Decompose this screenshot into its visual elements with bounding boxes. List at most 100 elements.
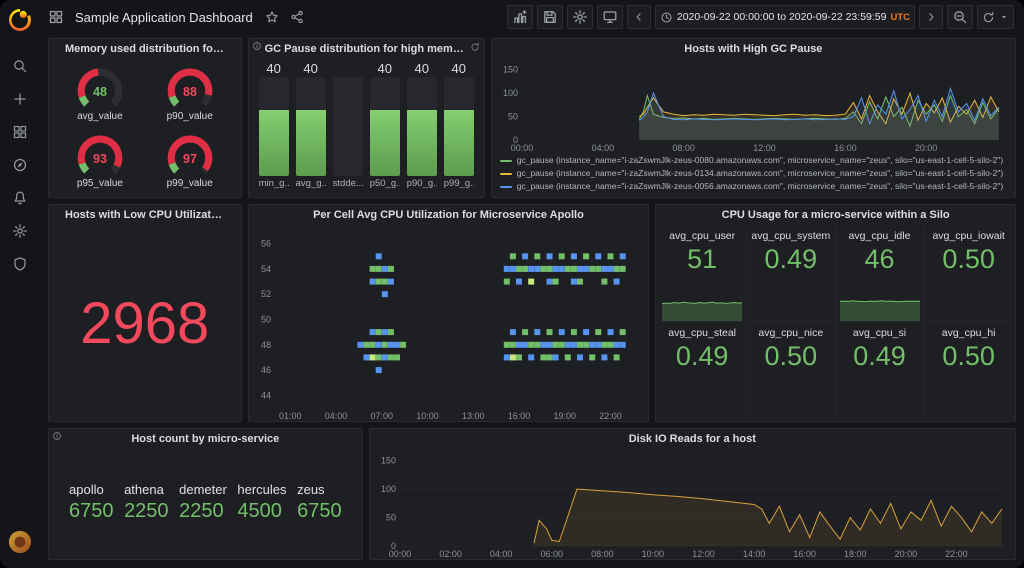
bar-track (406, 77, 437, 176)
view-mode-button[interactable] (596, 5, 623, 29)
svg-text:10:00: 10:00 (416, 411, 439, 421)
gauge-title: avg_value (77, 110, 123, 122)
refresh-button[interactable] (977, 5, 1014, 29)
bar-value: 40 (266, 61, 281, 76)
host-apollo: apollo 6750 (69, 482, 114, 523)
header-actions: 2020-09-22 00:00:00 to 2020-09-22 23:59:… (506, 5, 1014, 29)
panel-title[interactable]: Host count by micro-service (131, 433, 280, 445)
host-name: zeus (297, 481, 325, 497)
dashboard-settings-button[interactable] (566, 5, 593, 29)
stat-value: 2968 (80, 290, 210, 356)
svg-text:22:00: 22:00 (945, 549, 968, 559)
stat-avg_cpu_system: avg_cpu_system 0.49 (746, 225, 836, 322)
svg-text:50: 50 (508, 112, 518, 122)
svg-text:01:00: 01:00 (279, 411, 302, 421)
stat-avg_cpu_hi: avg_cpu_hi 0.50 (924, 322, 1013, 419)
svg-text:00:00: 00:00 (388, 549, 411, 559)
bar-min_g...: 40 min_g... (258, 61, 289, 192)
bar-avg_g...: 40 avg_g... (295, 61, 326, 192)
legend-item[interactable]: gc_pause (instance_name="i-zaZswmJlk-zeu… (499, 154, 1007, 167)
disk-io-chart[interactable]: 0 50 100 150 00:00 02:00 04:00 06:00 08:00 10:00 1… (370, 449, 1015, 559)
bar-title: p90_g... (406, 178, 437, 189)
bar-p99_g...: 40 p99_g... (443, 61, 474, 192)
time-shift-back-button[interactable] (626, 5, 651, 29)
bar-fill (406, 110, 437, 176)
bar-value: 40 (303, 61, 318, 76)
stat-label: avg_cpu_user (669, 230, 736, 242)
panel-info-icon[interactable] (52, 431, 62, 441)
sidebar-item-alerting[interactable] (0, 181, 40, 214)
panel-info-icon[interactable] (252, 41, 262, 51)
bar-title: stdde... (332, 178, 363, 189)
legend-series-label: gc_pause (instance_name="i-zaZswmJlk-zeu… (516, 168, 1004, 178)
stat-label: avg_cpu_hi (941, 327, 996, 339)
sidebar-bottom (0, 525, 40, 558)
panel-gc-pause-distribution: GC Pause distribution for high memory ut… (247, 38, 485, 198)
svg-text:18:00: 18:00 (844, 549, 867, 559)
panel-title[interactable]: Disk IO Reads for a host (628, 433, 756, 445)
stat-label: avg_cpu_nice (758, 327, 824, 339)
panel-hosts-high-gc-pause: Hosts with High GC Pause 0 50 100 150 00:00 0… (490, 38, 1016, 198)
panel-title[interactable]: Memory used distribution for a Micro-ser… (65, 43, 241, 55)
panel-title[interactable]: GC Pause distribution for high memory ut… (264, 43, 484, 55)
time-range-picker[interactable]: 2020-09-22 00:00:00 to 2020-09-22 23:59:… (654, 5, 915, 29)
sidebar-item-server-admin[interactable] (0, 247, 40, 280)
bar-p50_g...: 40 p50_g... (369, 61, 400, 192)
legend-item[interactable]: gc_pause (instance_name="i-zaZswmJlk-zeu… (499, 167, 1007, 180)
bar-fill (369, 110, 400, 176)
host-value: 4500 (237, 499, 282, 522)
share-icon[interactable] (287, 7, 307, 27)
svg-text:22:00: 22:00 (599, 411, 622, 421)
legend-item[interactable]: gc_pause (instance_name="i-zaZswmJlk-zeu… (499, 180, 1007, 193)
chevron-right-icon (925, 11, 937, 23)
panel-title[interactable]: Hosts with High GC Pause (684, 43, 823, 55)
main-area: Sample Application Dashboard 2020-09-22 … (40, 0, 1024, 568)
bar-value: 40 (414, 61, 429, 76)
panel-refresh-icon[interactable] (470, 42, 480, 52)
host-name: apollo (69, 481, 104, 497)
time-shift-forward-button[interactable] (919, 5, 943, 29)
cpu-heatmap-chart[interactable]: 44 46 48 50 52 54 56 01:00 04:00 07:00 10:00 13:00 1… (249, 225, 649, 421)
grafana-logo[interactable] (7, 7, 33, 33)
svg-text:150: 150 (381, 456, 396, 466)
svg-text:46: 46 (261, 365, 271, 375)
svg-text:12:00: 12:00 (753, 143, 776, 153)
zoom-out-button[interactable] (947, 5, 973, 29)
stat-avg_cpu_nice: avg_cpu_nice 0.50 (747, 322, 836, 419)
svg-text:02:00: 02:00 (439, 549, 462, 559)
add-panel-button[interactable] (506, 5, 533, 29)
stat-number: 51 (687, 244, 718, 274)
gauge-p99_value: 97 p99_value (145, 126, 235, 193)
sidebar-item-search[interactable] (0, 49, 40, 82)
sidebar-item-create[interactable] (0, 82, 40, 115)
svg-text:13:00: 13:00 (462, 411, 485, 421)
svg-text:93: 93 (93, 152, 107, 166)
svg-text:48: 48 (93, 85, 107, 99)
bar-title: p50_g... (369, 178, 400, 189)
sidebar-item-dashboards[interactable] (0, 115, 40, 148)
dashboard-grid-icon[interactable] (46, 7, 66, 27)
host-athena: athena 2250 (124, 482, 169, 523)
stat-sparkline (662, 293, 743, 321)
bar-title: avg_g... (295, 178, 326, 189)
gc-pause-chart[interactable]: 0 50 100 150 00:00 04:00 08:00 12:00 16:00 20:00 (492, 59, 1015, 153)
panel-title[interactable]: CPU Usage for a micro-service within a S… (721, 209, 950, 221)
stat-label: avg_cpu_idle (848, 230, 911, 242)
svg-text:14:00: 14:00 (742, 549, 765, 559)
panel-title[interactable]: Per Cell Avg CPU Utilization for Microse… (313, 209, 584, 221)
svg-text:88: 88 (183, 85, 197, 99)
host-value: 6750 (297, 499, 342, 522)
gauge-avg_value: 48 avg_value (55, 59, 145, 126)
stat-avg_cpu_iowait: avg_cpu_iowait 0.50 (924, 225, 1013, 322)
sidebar-item-explore[interactable] (0, 148, 40, 181)
user-avatar[interactable] (0, 525, 40, 558)
sidebar-item-configuration[interactable] (0, 214, 40, 247)
dashboard-title[interactable]: Sample Application Dashboard (75, 9, 253, 25)
bar-track (295, 77, 326, 176)
gauge-grid: 48 avg_value 88 p90_value 93 p95_value 97 p99_v… (49, 59, 241, 197)
panel-title[interactable]: Hosts with Low CPU Utilization in Micros… (65, 209, 241, 221)
save-dashboard-button[interactable] (536, 5, 563, 29)
star-icon[interactable] (262, 7, 282, 27)
stat-avg_cpu_steal: avg_cpu_steal 0.49 (658, 322, 747, 419)
legend-series-color (499, 185, 512, 188)
